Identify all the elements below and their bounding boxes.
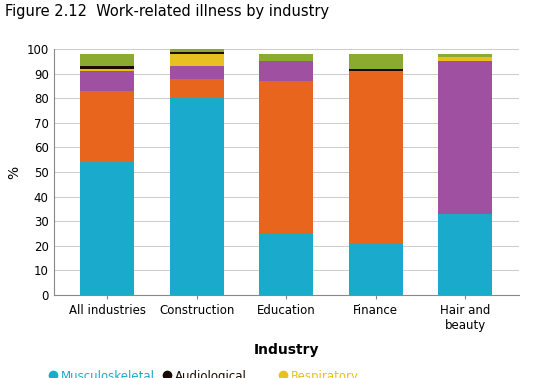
Bar — [259, 54, 313, 61]
Bar — [259, 233, 313, 295]
Bar — [170, 54, 224, 66]
Bar — [259, 62, 313, 81]
Bar — [80, 162, 134, 295]
Bar — [170, 66, 224, 79]
Bar — [349, 243, 403, 295]
Bar — [438, 54, 492, 56]
Bar — [80, 91, 134, 162]
Bar — [438, 56, 492, 61]
Bar — [170, 49, 224, 51]
Text: Figure 2.12  Work-related illness by industry: Figure 2.12 Work-related illness by indu… — [5, 4, 330, 19]
Bar — [349, 54, 403, 69]
Bar — [80, 71, 134, 91]
Bar — [170, 51, 224, 54]
Bar — [170, 79, 224, 98]
Bar — [438, 61, 492, 214]
Bar — [259, 81, 313, 233]
Bar — [170, 98, 224, 295]
Bar — [80, 66, 134, 69]
Bar — [80, 54, 134, 66]
Legend: Musculoskeletal, Skin, Audiological, Mental ill-health, Respiratory, Other: Musculoskeletal, Skin, Audiological, Men… — [50, 370, 359, 378]
Bar — [438, 214, 492, 295]
Bar — [349, 71, 403, 243]
X-axis label: Industry: Industry — [254, 343, 319, 357]
Bar — [80, 69, 134, 71]
Bar — [349, 69, 403, 71]
Y-axis label: %: % — [7, 166, 21, 178]
